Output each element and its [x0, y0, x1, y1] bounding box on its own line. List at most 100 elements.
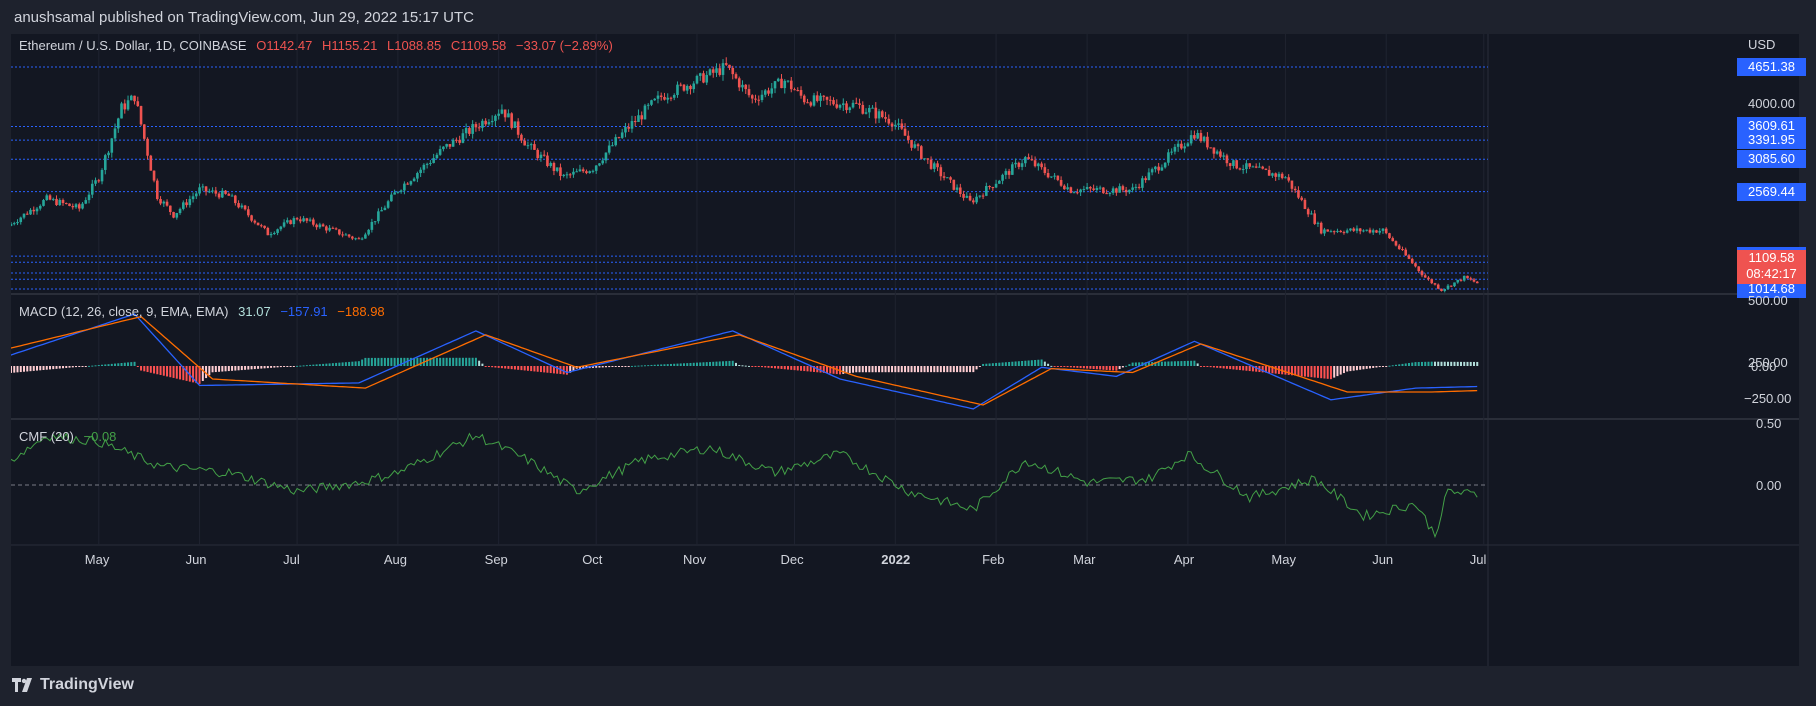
macd-histogram-bar	[751, 366, 754, 367]
macd-histogram-bar	[205, 366, 208, 379]
candle-body	[1371, 230, 1375, 233]
candle-body	[1254, 166, 1258, 168]
macd-histogram-bar	[920, 366, 923, 373]
candle-body	[273, 232, 276, 235]
candle-body	[1183, 146, 1186, 149]
candle-body	[799, 90, 803, 96]
tradingview-wordmark: TradingView	[40, 676, 134, 693]
x-tick-label: Mar	[1073, 552, 1096, 567]
macd-histogram-bar	[634, 365, 637, 367]
candle-body	[58, 199, 62, 206]
candle-body	[1128, 189, 1131, 193]
macd-histogram-bar	[556, 366, 559, 374]
x-tick-label: Feb	[982, 552, 1005, 567]
macd-histogram-bar	[208, 366, 211, 376]
macd-histogram-bar	[442, 357, 445, 366]
candle-body	[458, 139, 461, 143]
macd-histogram-bar	[1154, 361, 1157, 366]
candle-body	[133, 95, 136, 102]
macd-histogram-bar	[741, 365, 744, 367]
macd-histogram-bar	[192, 366, 195, 383]
macd-histogram-bar	[975, 366, 978, 370]
macd-histogram-bar	[520, 366, 523, 371]
chart-canvas[interactable]	[11, 34, 1799, 666]
candle-body	[344, 234, 348, 236]
candle-body	[1306, 209, 1310, 215]
macd-histogram-bar	[1063, 366, 1066, 367]
candle-body	[617, 137, 621, 139]
macd-histogram-bar	[1235, 366, 1238, 370]
macd-histogram-bar	[549, 366, 552, 374]
macd-histogram-bar	[396, 357, 399, 366]
candle-body	[247, 209, 250, 216]
candle-body	[136, 101, 140, 107]
macd-histogram-bar	[172, 366, 175, 378]
candle-body	[325, 226, 328, 231]
macd-histogram-bar	[62, 366, 65, 369]
candle-body	[1391, 238, 1395, 242]
candle-body	[1089, 187, 1092, 189]
candle-body	[503, 109, 507, 118]
macd-histogram-bar	[591, 366, 594, 368]
currency-label: USD	[1748, 37, 1776, 52]
macd-histogram-bar	[1222, 366, 1225, 369]
candle-body	[464, 128, 468, 134]
candle-body	[230, 195, 234, 197]
main-legend: Ethereum / U.S. Dollar, 1D, COINBASE O11…	[19, 38, 619, 53]
macd-histogram-bar	[1079, 366, 1082, 369]
macd-histogram-bar	[348, 361, 351, 366]
candle-body	[1401, 249, 1404, 251]
macd-histogram-bar	[1427, 361, 1430, 366]
macd-histogram-bar	[110, 363, 113, 366]
macd-histogram-bar	[894, 366, 897, 373]
macd-histogram-bar	[296, 365, 299, 367]
macd-histogram-bar	[1372, 366, 1375, 368]
candle-body	[1433, 283, 1437, 285]
macd-histogram-bar	[387, 357, 390, 366]
candle-body	[188, 199, 192, 206]
macd-histogram-bar	[1066, 366, 1069, 368]
candle-body	[542, 154, 546, 156]
candle-body	[1472, 279, 1476, 282]
candle-body	[64, 203, 68, 205]
candle-body	[1228, 163, 1232, 167]
macd-histogram-bar	[1131, 362, 1134, 366]
macd-histogram-bar	[858, 366, 861, 373]
candle-body	[1069, 187, 1073, 193]
x-tick-label: Oct	[582, 552, 603, 567]
macd-histogram-bar	[455, 357, 458, 366]
macd-histogram-bar	[1407, 363, 1410, 366]
candle-body	[744, 84, 748, 90]
macd-histogram-bar	[1043, 361, 1046, 366]
candle-body	[861, 104, 865, 114]
macd-histogram-bar	[107, 364, 110, 366]
candle-body	[653, 98, 657, 101]
macd-histogram-bar	[673, 363, 676, 366]
candle-body	[1199, 133, 1203, 142]
macd-histogram-bar	[627, 366, 630, 367]
candle-body	[393, 192, 396, 195]
candle-body	[55, 198, 58, 206]
candle-body	[1082, 188, 1086, 190]
cmf-line	[11, 432, 1478, 539]
candle-body	[643, 105, 647, 120]
macd-histogram-bar	[959, 366, 962, 373]
macd-histogram-bar	[1466, 361, 1469, 366]
macd-histogram-bar	[312, 364, 315, 366]
macd-histogram-bar	[26, 366, 29, 372]
macd-histogram-bar	[341, 362, 344, 366]
candle-body	[750, 95, 754, 99]
candle-body	[500, 109, 504, 114]
macd-histogram-bar	[1398, 364, 1401, 366]
candle-body	[1316, 222, 1320, 224]
candle-body	[1154, 166, 1157, 170]
tradingview-logo[interactable]: TradingView	[12, 676, 134, 694]
macd-histogram-bar	[338, 362, 341, 366]
macd-histogram-bar	[692, 362, 695, 366]
candle-body	[1209, 147, 1212, 149]
chart-panel[interactable]: Ethereum / U.S. Dollar, 1D, COINBASE O11…	[11, 34, 1806, 666]
candle-body	[978, 195, 982, 197]
macd-label: MACD (12, 26, close, 9, EMA, EMA)	[19, 304, 229, 319]
macd-histogram-bar	[1349, 366, 1352, 372]
candle-body	[234, 195, 237, 204]
